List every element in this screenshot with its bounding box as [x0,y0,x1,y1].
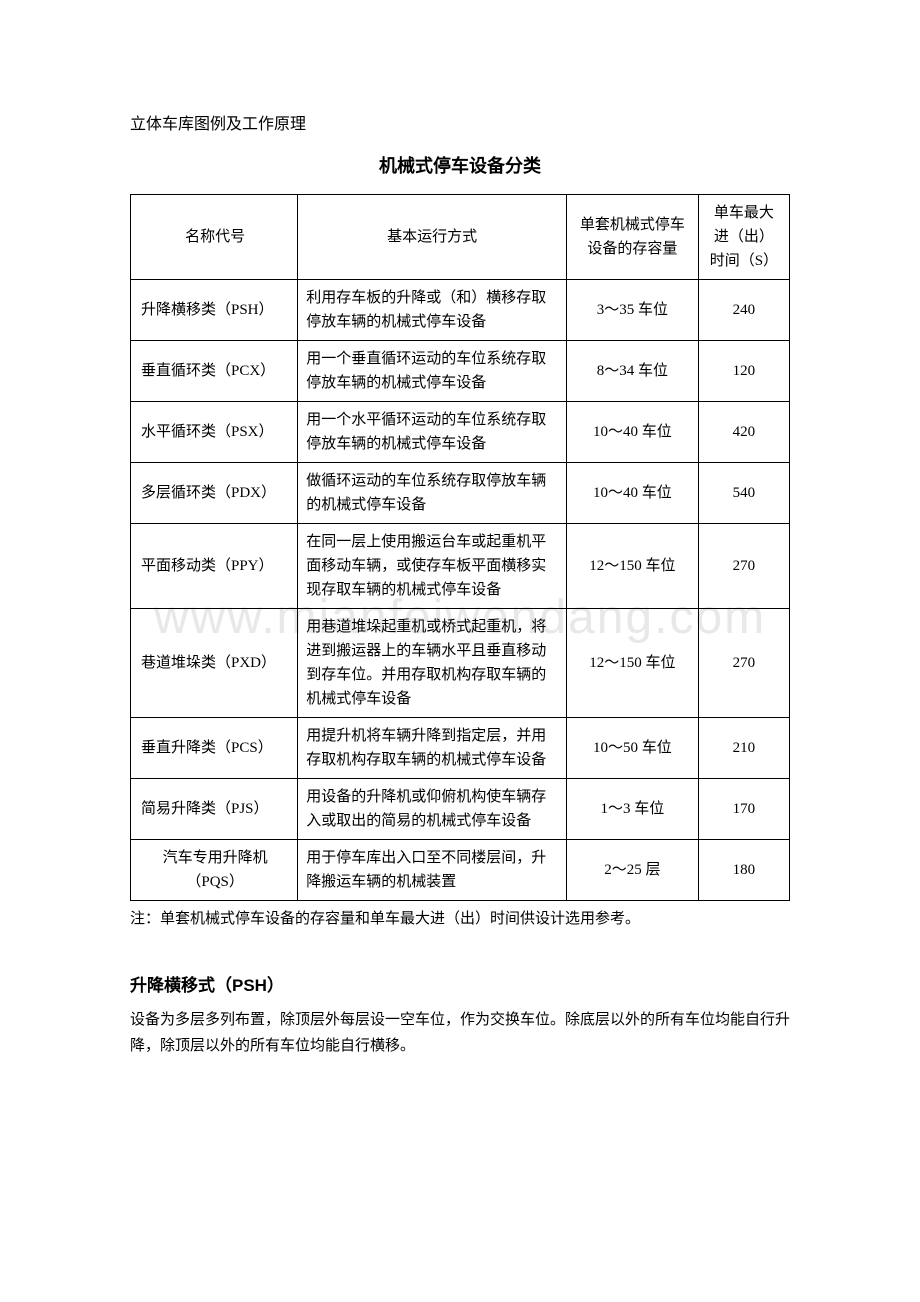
cell-capacity: 1～3 车位 [566,779,698,840]
cell-capacity: 3～35 车位 [566,280,698,341]
cell-name: 平面移动类（PPY） [131,524,298,609]
cell-name: 水平循环类（PSX） [131,402,298,463]
classification-table: 名称代号 基本运行方式 单套机械式停车设备的存容量 单车最大进（出）时间（S） … [130,194,790,901]
cell-capacity: 2～25 层 [566,840,698,901]
cell-method: 用一个水平循环运动的车位系统存取停放车辆的机械式停车设备 [298,402,567,463]
cell-method: 用于停车库出入口至不同楼层间，升降搬运车辆的机械装置 [298,840,567,901]
table-note: 注：单套机械式停车设备的存容量和单车最大进（出）时间供设计选用参考。 [130,907,790,931]
cell-time: 270 [698,609,789,718]
header-name: 名称代号 [131,195,298,280]
cell-method: 用提升机将车辆升降到指定层，并用存取机构存取车辆的机械式停车设备 [298,718,567,779]
cell-method: 用一个垂直循环运动的车位系统存取停放车辆的机械式停车设备 [298,341,567,402]
table-body: 升降横移类（PSH）利用存车板的升降或（和）横移存取停放车辆的机械式停车设备3～… [131,280,790,901]
header-capacity: 单套机械式停车设备的存容量 [566,195,698,280]
cell-method: 在同一层上使用搬运台车或起重机平面移动车辆，或使存车板平面横移实现存取车辆的机械… [298,524,567,609]
table-row: 升降横移类（PSH）利用存车板的升降或（和）横移存取停放车辆的机械式停车设备3～… [131,280,790,341]
cell-method: 做循环运动的车位系统存取停放车辆的机械式停车设备 [298,463,567,524]
cell-time: 120 [698,341,789,402]
cell-capacity: 8～34 车位 [566,341,698,402]
cell-name: 巷道堆垛类（PXD） [131,609,298,718]
cell-name: 简易升降类（PJS） [131,779,298,840]
cell-time: 180 [698,840,789,901]
cell-method: 用巷道堆垛起重机或桥式起重机，将进到搬运器上的车辆水平且垂直移动到存车位。并用存… [298,609,567,718]
page-header: 立体车库图例及工作原理 [130,110,790,134]
cell-capacity: 10～40 车位 [566,463,698,524]
cell-name: 垂直升降类（PCS） [131,718,298,779]
header-time: 单车最大进（出）时间（S） [698,195,789,280]
cell-capacity: 10～50 车位 [566,718,698,779]
cell-time: 210 [698,718,789,779]
header-method: 基本运行方式 [298,195,567,280]
cell-capacity: 12～150 车位 [566,609,698,718]
cell-time: 420 [698,402,789,463]
table-row: 平面移动类（PPY）在同一层上使用搬运台车或起重机平面移动车辆，或使存车板平面横… [131,524,790,609]
table-row: 垂直升降类（PCS）用提升机将车辆升降到指定层，并用存取机构存取车辆的机械式停车… [131,718,790,779]
table-row: 多层循环类（PDX）做循环运动的车位系统存取停放车辆的机械式停车设备10～40 … [131,463,790,524]
cell-time: 240 [698,280,789,341]
section-description: 设备为多层多列布置，除顶层外每层设一空车位，作为交换车位。除底层以外的所有车位均… [130,1008,790,1059]
table-row: 巷道堆垛类（PXD）用巷道堆垛起重机或桥式起重机，将进到搬运器上的车辆水平且垂直… [131,609,790,718]
cell-time: 170 [698,779,789,840]
table-row: 简易升降类（PJS）用设备的升降机或仰俯机构使车辆存入或取出的简易的机械式停车设… [131,779,790,840]
cell-capacity: 10～40 车位 [566,402,698,463]
table-title: 机械式停车设备分类 [130,152,790,178]
cell-method: 用设备的升降机或仰俯机构使车辆存入或取出的简易的机械式停车设备 [298,779,567,840]
cell-name: 升降横移类（PSH） [131,280,298,341]
table-row: 水平循环类（PSX）用一个水平循环运动的车位系统存取停放车辆的机械式停车设备10… [131,402,790,463]
cell-time: 270 [698,524,789,609]
cell-name: 多层循环类（PDX） [131,463,298,524]
cell-capacity: 12～150 车位 [566,524,698,609]
cell-name: 汽车专用升降机（PQS） [131,840,298,901]
cell-name: 垂直循环类（PCX） [131,341,298,402]
cell-method: 利用存车板的升降或（和）横移存取停放车辆的机械式停车设备 [298,280,567,341]
table-row: 汽车专用升降机（PQS）用于停车库出入口至不同楼层间，升降搬运车辆的机械装置2～… [131,840,790,901]
table-header-row: 名称代号 基本运行方式 单套机械式停车设备的存容量 单车最大进（出）时间（S） [131,195,790,280]
section-title: 升降横移式（PSH） [130,971,790,996]
table-row: 垂直循环类（PCX）用一个垂直循环运动的车位系统存取停放车辆的机械式停车设备8～… [131,341,790,402]
cell-time: 540 [698,463,789,524]
